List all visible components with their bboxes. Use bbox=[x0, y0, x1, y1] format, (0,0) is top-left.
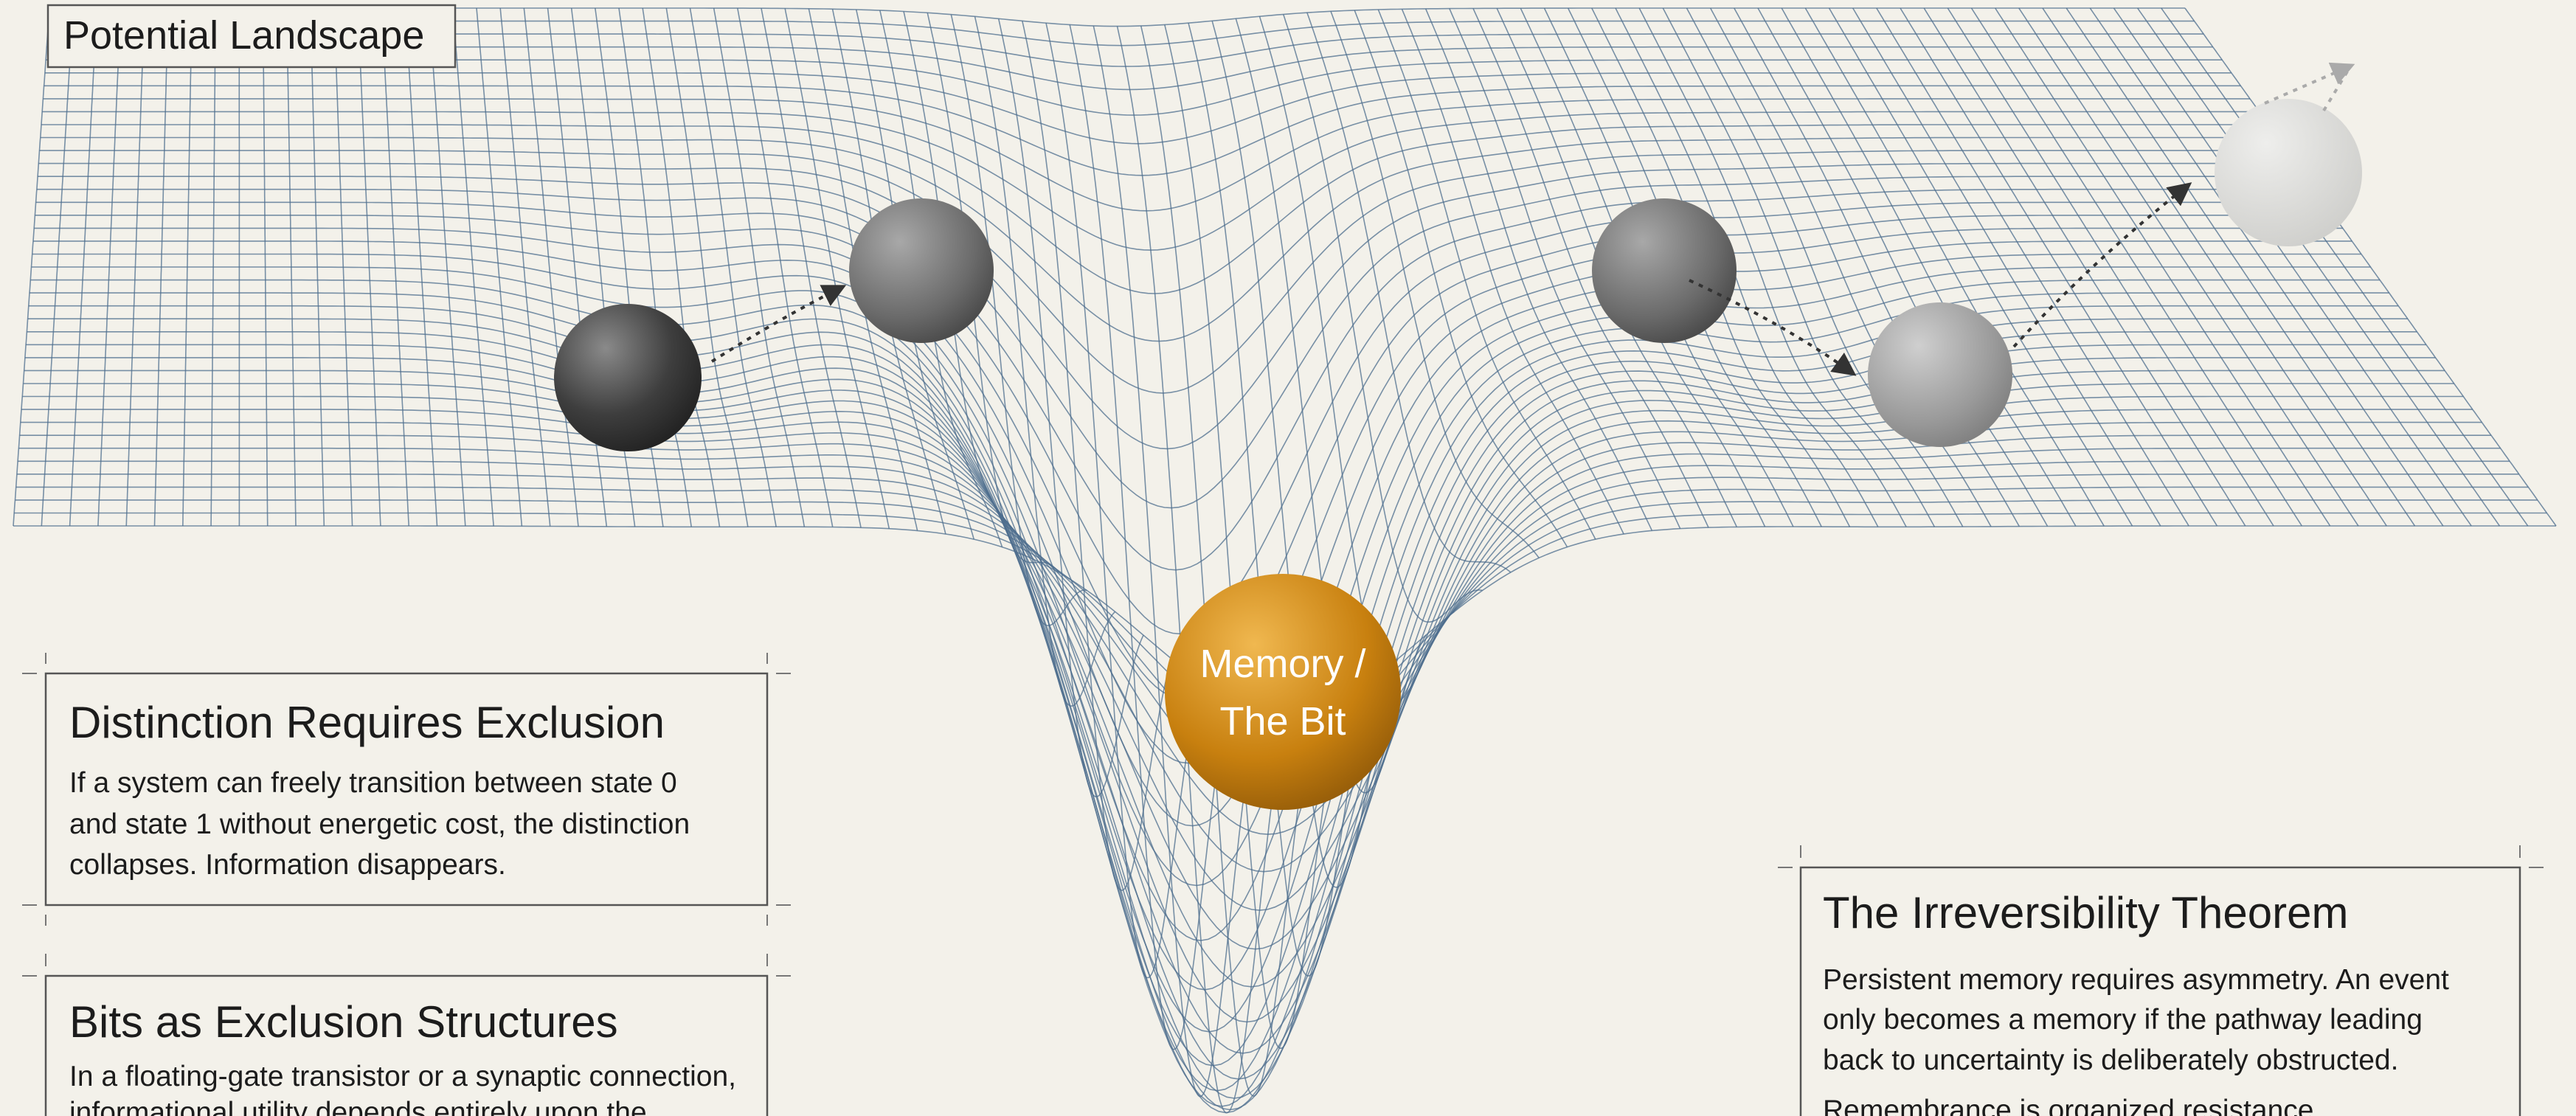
mesh-line bbox=[39, 150, 2288, 394]
mesh-line bbox=[35, 201, 2324, 635]
ball-label: The Bit bbox=[1219, 699, 1346, 744]
mesh-line bbox=[32, 253, 2361, 887]
mesh-line bbox=[26, 344, 2426, 1114]
panel: Bits as Exclusion Structures In a floati… bbox=[22, 954, 791, 1116]
mesh-line bbox=[974, 16, 1116, 707]
mesh-line bbox=[27, 318, 2408, 1092]
mesh-line bbox=[33, 240, 2352, 827]
mesh-line bbox=[737, 7, 834, 527]
corner-ticks bbox=[1778, 845, 2544, 868]
mesh-line bbox=[1401, 9, 1624, 535]
mesh-line bbox=[23, 383, 2454, 1080]
mesh-line bbox=[18, 460, 2510, 873]
ball bbox=[1868, 302, 2012, 447]
mesh-line bbox=[44, 85, 2241, 176]
mesh-line bbox=[42, 111, 2260, 251]
panel-title: Distinction Requires Exclusion bbox=[69, 698, 665, 747]
mesh-line bbox=[40, 136, 2278, 342]
corner-ticks bbox=[22, 954, 791, 977]
panel-body: Persistent memory requires asymmetry. An… bbox=[1823, 964, 2449, 996]
mesh-line bbox=[1022, 21, 1173, 891]
memory-ball bbox=[1165, 574, 1401, 810]
mesh-line bbox=[1377, 9, 1596, 540]
ball bbox=[554, 304, 702, 451]
mesh-line bbox=[43, 98, 2250, 212]
mesh-line bbox=[16, 474, 2519, 835]
panel-body: In a floating-gate transistor or a synap… bbox=[69, 1061, 736, 1092]
ball bbox=[1592, 198, 1737, 343]
panel-body: back to uncertainty is deliberately obst… bbox=[1823, 1044, 2398, 1076]
mesh-line bbox=[24, 357, 2436, 1111]
mesh-line bbox=[19, 434, 2491, 950]
mesh-line bbox=[38, 162, 2296, 450]
arrow bbox=[2264, 62, 2355, 105]
arrow bbox=[2012, 182, 2192, 348]
arrow bbox=[1689, 279, 1857, 376]
panel-box bbox=[44, 974, 769, 1116]
arrow bbox=[2322, 66, 2351, 112]
panel-box bbox=[44, 672, 769, 907]
panel-box bbox=[1799, 866, 2521, 1116]
ball-label: Memory / bbox=[1199, 642, 1365, 686]
mesh-line bbox=[44, 72, 2232, 145]
ball bbox=[849, 198, 994, 343]
mesh-line bbox=[21, 409, 2473, 1023]
mesh-line bbox=[22, 395, 2464, 1054]
title: Potential Landscape bbox=[63, 13, 424, 58]
panel-body: only becomes a memory if the pathway lea… bbox=[1823, 1004, 2423, 1036]
mesh-line bbox=[761, 8, 862, 528]
mesh-line bbox=[18, 447, 2501, 911]
mesh-line bbox=[46, 59, 2223, 116]
mesh-line bbox=[997, 18, 1144, 798]
panel-body: If a system can freely transition betwee… bbox=[69, 767, 677, 799]
ball bbox=[2215, 99, 2362, 246]
mesh-line bbox=[41, 124, 2269, 294]
panel-body: Remembrance is organized resistance. bbox=[1823, 1095, 2321, 1116]
panel-body: and state 1 without energetic cost, the … bbox=[69, 808, 690, 840]
title-box bbox=[46, 4, 457, 69]
mesh-line bbox=[36, 188, 2316, 571]
panel-title: Bits as Exclusion Structures bbox=[69, 997, 618, 1047]
panel: The Irreversibility Theorem Persistent m… bbox=[1778, 845, 2544, 1116]
corner-ticks bbox=[22, 653, 791, 926]
mesh-line bbox=[20, 421, 2482, 988]
mesh-line bbox=[34, 227, 2343, 764]
mesh-line bbox=[24, 370, 2445, 1099]
mesh-line bbox=[38, 176, 2306, 509]
panel-title: The Irreversibility Theorem bbox=[1823, 888, 2348, 937]
mesh-line bbox=[27, 331, 2417, 1107]
mesh-line bbox=[1354, 10, 1568, 548]
mesh-line bbox=[31, 266, 2371, 941]
panel-body: informational utility depends entirely u… bbox=[69, 1097, 647, 1116]
panel: Distinction Requires Exclusion If a syst… bbox=[22, 653, 791, 926]
mesh-line bbox=[30, 279, 2381, 991]
panel-body: collapses. Information disappears. bbox=[69, 849, 506, 881]
